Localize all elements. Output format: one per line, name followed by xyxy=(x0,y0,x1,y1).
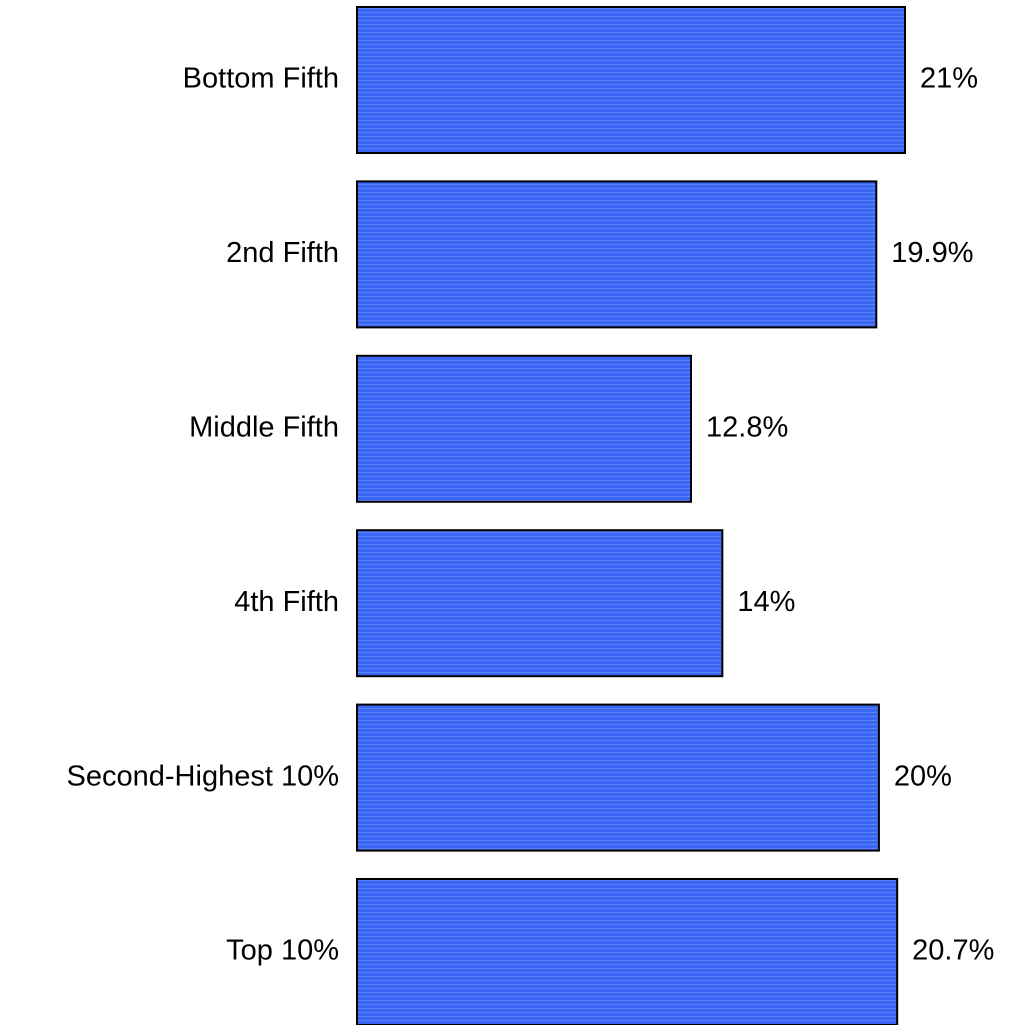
category-label-bottom-fifth: Bottom Fifth xyxy=(183,63,339,95)
value-label-2nd-fifth: 19.9% xyxy=(891,237,973,269)
bar-top-10 xyxy=(356,878,899,1025)
value-labels-group: 21% 19.9% 12.8% 14% 20% 20.7% xyxy=(706,63,994,967)
bar-2nd-fifth xyxy=(356,180,878,329)
bar-bottom-fifth xyxy=(356,6,906,154)
value-label-bottom-fifth: 21% xyxy=(920,63,978,95)
value-label-top-10: 20.7% xyxy=(912,935,994,967)
bar-4th-fifth xyxy=(356,529,724,678)
category-labels-group: Bottom Fifth 2nd Fifth Middle Fifth 4th Fif… xyxy=(67,63,339,967)
category-label-middle-fifth: Middle Fifth xyxy=(189,411,339,443)
category-label-second-highest-10: Second-Highest 10% xyxy=(67,760,339,792)
bar-middle-fifth xyxy=(356,354,693,503)
value-label-4th-fifth: 14% xyxy=(737,586,795,618)
bars-group xyxy=(356,6,906,1025)
category-label-2nd-fifth: 2nd Fifth xyxy=(226,237,339,269)
category-label-top-10: Top 10% xyxy=(226,935,339,967)
category-label-4th-fifth: 4th Fifth xyxy=(234,586,339,618)
value-label-second-highest-10: 20% xyxy=(894,760,952,792)
bar-second-highest-10 xyxy=(356,703,880,852)
value-label-middle-fifth: 12.8% xyxy=(706,411,788,443)
